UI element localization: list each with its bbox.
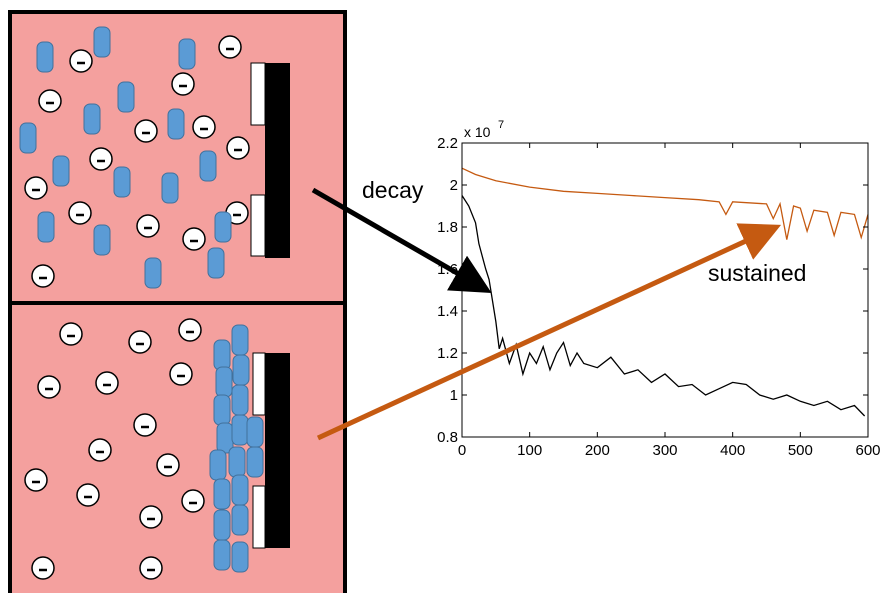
cation [214,211,232,243]
anion [68,201,92,225]
cation [213,394,231,426]
cation [93,26,111,58]
cation [83,103,101,135]
anion [134,119,158,143]
cation [19,122,37,154]
x-tick-label: 600 [855,442,880,459]
anion [37,375,61,399]
x-tick-label: 300 [652,442,677,459]
electrode [265,63,290,258]
cation [209,449,227,481]
anion [88,438,112,462]
anion [156,453,180,477]
anion [182,227,206,251]
cation [52,155,70,187]
cation [232,354,250,386]
anion [89,147,113,171]
anion [128,330,152,354]
data-line [461,195,866,417]
particles [19,26,264,580]
cation [37,211,55,243]
anion [139,505,163,529]
anion [31,556,55,580]
y-tick-label: 2 [450,177,458,194]
cation [36,41,54,73]
anion [139,556,163,580]
arrow [316,223,782,441]
cation [246,446,264,478]
cation [161,172,179,204]
cation [207,247,225,279]
plot-bg [436,118,886,455]
x-tick-label: 200 [585,442,610,459]
cation [117,81,135,113]
cation [231,384,249,416]
anion [181,489,205,513]
exponent: 7 [498,119,504,131]
exponent: x 10 [464,124,491,140]
cation [178,38,196,70]
x-tick-label: 0 [458,442,466,459]
anion [226,136,250,160]
electrode-coat [250,62,266,126]
anion [171,72,195,96]
cation [113,166,131,198]
y-tick-label: 0.8 [437,429,458,446]
arrow [311,187,492,293]
anion [178,318,202,342]
cation [231,324,249,356]
electrode [265,353,290,548]
anion [24,176,48,200]
y-tick-label: 1.2 [437,345,458,362]
y-tick-label: 1.8 [437,219,458,236]
bottom-panel [8,301,347,593]
anion [169,362,193,386]
cation [213,509,231,541]
cation [199,150,217,182]
x-tick-label: 100 [517,442,542,459]
anion [38,89,62,113]
y-tick-label: 2.2 [437,135,458,152]
annotation: decay [362,177,424,203]
electrode-coat [250,194,266,257]
anion [136,214,160,238]
cation [213,478,231,510]
y-tick-label: 1 [450,387,458,404]
data-line [461,167,869,240]
cation [167,108,185,140]
cation [246,416,264,448]
electrode-coat [252,485,266,549]
anion [24,468,48,492]
cation [231,474,249,506]
anion [133,413,157,437]
anion [95,371,119,395]
cation [213,539,231,571]
x-tick-label: 400 [720,442,745,459]
y-tick-label: 1.4 [437,303,458,320]
cation [231,504,249,536]
cation [144,257,162,289]
x-tick-label: 500 [788,442,813,459]
electrode-coat [252,352,266,416]
anion [69,49,93,73]
anion [192,115,216,139]
cation [228,446,246,478]
cation [215,366,233,398]
anion [218,35,242,59]
anion [76,483,100,507]
anion [59,322,83,346]
anion [31,264,55,288]
cation [213,339,231,371]
cation [93,224,111,256]
cation [231,414,249,446]
cation [231,541,249,573]
annotation: sustained [708,260,806,286]
